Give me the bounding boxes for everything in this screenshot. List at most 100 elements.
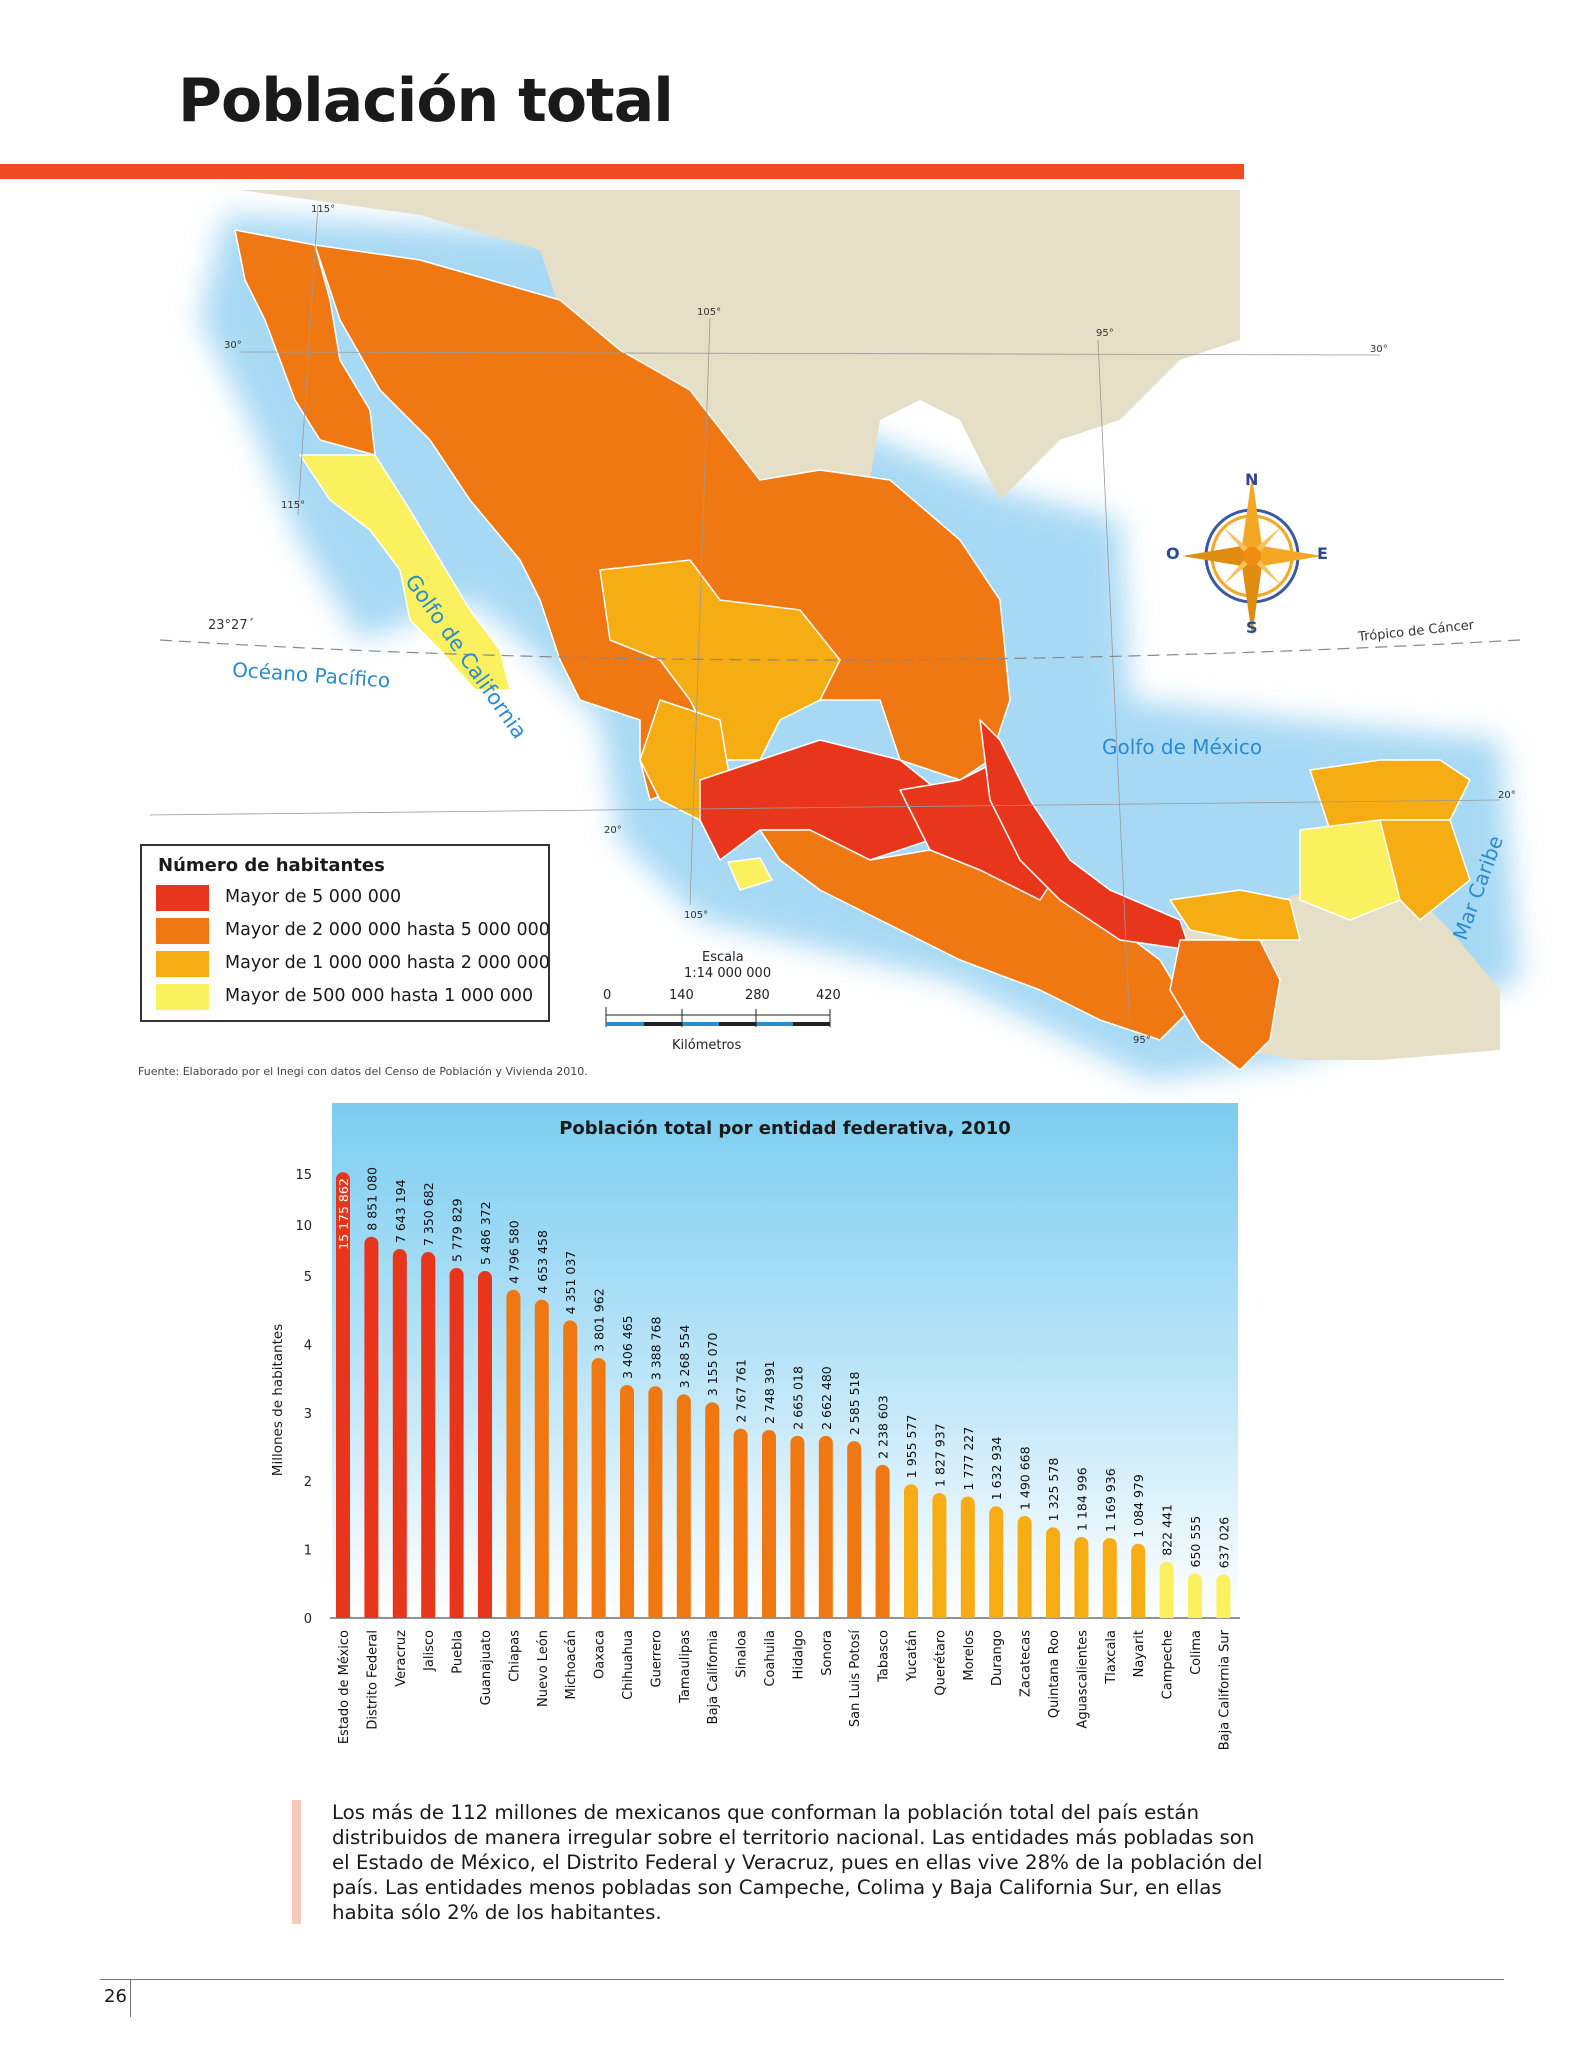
coord-23-27: 23°27´: [208, 618, 255, 633]
bar: [676, 1394, 691, 1618]
chart-y-axis-label: Millones de habitantes: [270, 1324, 286, 1476]
bar: [449, 1268, 464, 1618]
category-label: Chiapas: [507, 1630, 522, 1682]
bar: [1188, 1573, 1202, 1618]
value-label: 7 643 194: [393, 1179, 408, 1243]
bar-base: [818, 1611, 833, 1618]
value-label: 3 406 465: [620, 1315, 635, 1379]
chart-background: [332, 1103, 1238, 1618]
scale-bar: [605, 1007, 831, 1027]
value-label: 637 026: [1216, 1517, 1231, 1569]
coord-30-right: 30°: [1370, 344, 1388, 355]
value-label: 2 238 603: [876, 1395, 891, 1459]
value-label: 1 084 979: [1131, 1474, 1146, 1538]
y-tick-label: 4: [304, 1338, 312, 1353]
bar: [1017, 1516, 1032, 1618]
y-tick-label: 10: [295, 1219, 312, 1234]
category-label: Durango: [990, 1630, 1005, 1686]
bar: [563, 1320, 578, 1618]
bar-base: [506, 1611, 521, 1618]
bar-base: [336, 1611, 350, 1618]
category-label: Jalisco: [422, 1630, 437, 1672]
bar-base: [364, 1611, 379, 1618]
legend-label: Mayor de 500 000 hasta 1 000 000: [225, 986, 534, 1006]
category-label: Aguascalientes: [1075, 1630, 1090, 1729]
bar-base: [392, 1611, 407, 1618]
bar: [989, 1506, 1004, 1618]
value-label: 15 175 862: [336, 1178, 351, 1250]
scale-tick-label: 0: [603, 988, 612, 1003]
value-label: 1 490 668: [1018, 1446, 1033, 1510]
bar: [336, 1172, 350, 1618]
value-label: 3 801 962: [592, 1288, 607, 1352]
bar: [392, 1249, 407, 1618]
category-label: Guerrero: [649, 1630, 664, 1688]
page-number: 26: [104, 1986, 127, 2007]
tropic-of-cancer-line: [159, 639, 1521, 661]
state-campeche: [1299, 819, 1401, 921]
value-label: 3 155 070: [705, 1333, 720, 1397]
bar-base: [676, 1611, 691, 1618]
category-label: Michoacán: [564, 1630, 579, 1700]
legend-swatch: [156, 951, 209, 977]
state-tabasco: [1169, 889, 1301, 941]
bar-base: [960, 1611, 975, 1618]
compass-east-label: E: [1317, 544, 1328, 563]
bar: [904, 1484, 918, 1618]
caption-accent-bar: [292, 1800, 301, 1924]
bar-base: [1216, 1611, 1231, 1618]
value-label: 2 767 761: [734, 1359, 749, 1423]
page-title: Población total: [178, 66, 674, 136]
value-label: 1 632 934: [989, 1437, 1004, 1501]
bar: [648, 1386, 663, 1618]
bar: [1131, 1543, 1146, 1618]
title-accent-bar: [0, 164, 1244, 179]
usa-land: [240, 190, 1240, 600]
state-colima: [727, 857, 773, 891]
category-label: Distrito Federal: [365, 1630, 380, 1730]
legend-swatch: [156, 885, 209, 911]
footer-rule: [100, 1979, 1504, 1980]
category-label: Guanajuato: [479, 1630, 494, 1705]
bar: [762, 1430, 776, 1618]
coord-20-right: 20°: [1498, 790, 1516, 801]
category-label: Baja California: [706, 1630, 721, 1724]
legend-label: Mayor de 5 000 000: [225, 887, 402, 907]
category-label: Puebla: [451, 1630, 466, 1674]
bars: [336, 1172, 1231, 1618]
category-label: Zacatecas: [1019, 1630, 1034, 1697]
bar-base: [449, 1611, 464, 1618]
bar: [478, 1271, 492, 1618]
scale-tick-label: 280: [745, 988, 770, 1003]
compass-west-label: O: [1166, 544, 1180, 563]
scale-tick-label: 140: [669, 988, 694, 1003]
bar-base: [1131, 1611, 1146, 1618]
category-label: Querétaro: [933, 1630, 948, 1696]
value-label: 2 665 018: [790, 1366, 805, 1430]
coord-95-top: 95°: [1096, 328, 1114, 339]
value-label: 2 748 391: [762, 1360, 777, 1424]
legend-label: Mayor de 2 000 000 hasta 5 000 000: [225, 920, 550, 940]
value-label: 822 441: [1160, 1504, 1175, 1556]
bar-base: [1046, 1611, 1060, 1618]
compass-south-label: S: [1246, 618, 1258, 637]
bar: [364, 1236, 379, 1618]
graticule: [149, 204, 1501, 1031]
bar-base: [1102, 1611, 1117, 1618]
bar: [1074, 1536, 1089, 1618]
scale-tick-label: 420: [816, 988, 841, 1003]
value-label: 650 555: [1188, 1516, 1203, 1568]
legend-swatch: [156, 984, 209, 1010]
bar-base: [904, 1611, 918, 1618]
bar-base: [932, 1611, 947, 1618]
bar: [818, 1435, 833, 1618]
compass-rose: [1182, 476, 1322, 636]
state-chiapas: [1169, 939, 1281, 1071]
bar-base: [1017, 1611, 1032, 1618]
category-label: Sonora: [820, 1630, 835, 1676]
category-label: Campeche: [1161, 1630, 1176, 1699]
state-baja-california-sur: [299, 454, 511, 691]
value-label: 1 827 937: [932, 1423, 947, 1487]
bar-base: [875, 1611, 890, 1618]
